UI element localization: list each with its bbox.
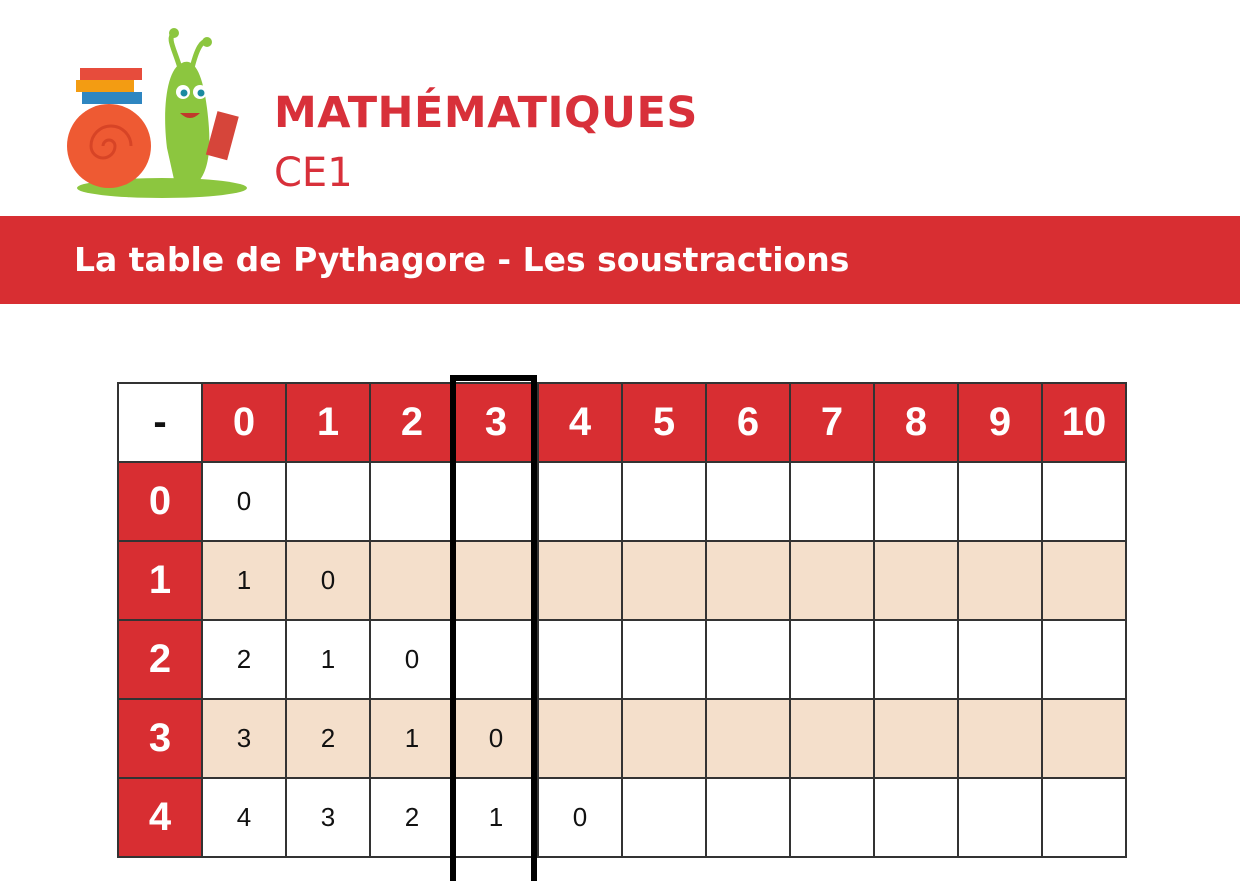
answer-cell[interactable] bbox=[789, 698, 875, 779]
answer-cell[interactable] bbox=[957, 698, 1043, 779]
answer-cell[interactable] bbox=[957, 619, 1043, 700]
answer-cell[interactable] bbox=[873, 619, 959, 700]
snail-with-books-logo bbox=[67, 28, 247, 198]
answer-cell[interactable]: 2 bbox=[201, 619, 287, 700]
subject-title: MATHÉMATIQUES bbox=[274, 88, 698, 138]
answer-cell[interactable] bbox=[621, 777, 707, 858]
answer-cell[interactable]: 1 bbox=[285, 619, 371, 700]
answer-cell[interactable] bbox=[621, 540, 707, 621]
answer-cell[interactable] bbox=[1041, 619, 1127, 700]
answer-cell[interactable] bbox=[957, 540, 1043, 621]
answer-cell[interactable] bbox=[873, 461, 959, 542]
answer-cell[interactable] bbox=[705, 540, 791, 621]
column-header: 7 bbox=[789, 382, 875, 463]
answer-cell[interactable] bbox=[957, 461, 1043, 542]
row-header: 1 bbox=[117, 540, 203, 621]
column-header: 0 bbox=[201, 382, 287, 463]
answer-cell[interactable]: 0 bbox=[453, 698, 539, 779]
answer-cell[interactable]: 1 bbox=[201, 540, 287, 621]
answer-cell[interactable]: 4 bbox=[201, 777, 287, 858]
answer-cell[interactable]: 0 bbox=[369, 619, 455, 700]
answer-cell[interactable] bbox=[537, 619, 623, 700]
column-header: 2 bbox=[369, 382, 455, 463]
answer-cell[interactable]: 1 bbox=[453, 777, 539, 858]
grade-level: CE1 bbox=[274, 150, 353, 196]
row-header: 3 bbox=[117, 698, 203, 779]
answer-cell[interactable]: 0 bbox=[285, 540, 371, 621]
row-header: 4 bbox=[117, 777, 203, 858]
answer-cell[interactable]: 0 bbox=[537, 777, 623, 858]
answer-cell[interactable] bbox=[705, 461, 791, 542]
answer-cell[interactable] bbox=[1041, 698, 1127, 779]
column-header: 6 bbox=[705, 382, 791, 463]
answer-cell[interactable] bbox=[789, 540, 875, 621]
column-header: 9 bbox=[957, 382, 1043, 463]
worksheet-title: La table de Pythagore - Les soustraction… bbox=[74, 240, 850, 279]
answer-cell[interactable] bbox=[873, 698, 959, 779]
answer-cell[interactable] bbox=[789, 619, 875, 700]
column-header: 10 bbox=[1041, 382, 1127, 463]
answer-cell[interactable]: 3 bbox=[201, 698, 287, 779]
answer-cell[interactable]: 2 bbox=[285, 698, 371, 779]
answer-cell[interactable] bbox=[537, 698, 623, 779]
answer-cell[interactable] bbox=[705, 777, 791, 858]
answer-cell[interactable]: 0 bbox=[201, 461, 287, 542]
answer-cell[interactable] bbox=[621, 698, 707, 779]
worksheet-banner: La table de Pythagore - Les soustraction… bbox=[0, 216, 1240, 304]
answer-cell[interactable] bbox=[957, 777, 1043, 858]
column-header: 5 bbox=[621, 382, 707, 463]
answer-cell[interactable] bbox=[621, 619, 707, 700]
answer-cell[interactable] bbox=[621, 461, 707, 542]
answer-cell[interactable] bbox=[705, 619, 791, 700]
answer-cell[interactable] bbox=[453, 461, 539, 542]
answer-cell[interactable] bbox=[873, 540, 959, 621]
answer-cell[interactable]: 2 bbox=[369, 777, 455, 858]
answer-cell[interactable] bbox=[453, 540, 539, 621]
row-header: 0 bbox=[117, 461, 203, 542]
answer-cell[interactable]: 3 bbox=[285, 777, 371, 858]
column-header: 8 bbox=[873, 382, 959, 463]
answer-cell[interactable] bbox=[873, 777, 959, 858]
column-header: 4 bbox=[537, 382, 623, 463]
answer-cell[interactable] bbox=[453, 619, 539, 700]
row-header: 2 bbox=[117, 619, 203, 700]
answer-cell[interactable] bbox=[537, 540, 623, 621]
answer-cell[interactable] bbox=[285, 461, 371, 542]
answer-cell[interactable] bbox=[1041, 540, 1127, 621]
column-header: 3 bbox=[453, 382, 539, 463]
answer-cell[interactable] bbox=[369, 461, 455, 542]
answer-cell[interactable] bbox=[789, 777, 875, 858]
operator-cell: - bbox=[117, 382, 203, 463]
column-header: 1 bbox=[285, 382, 371, 463]
answer-cell[interactable] bbox=[789, 461, 875, 542]
answer-cell[interactable]: 1 bbox=[369, 698, 455, 779]
answer-cell[interactable] bbox=[1041, 777, 1127, 858]
answer-cell[interactable] bbox=[537, 461, 623, 542]
answer-cell[interactable] bbox=[705, 698, 791, 779]
answer-cell[interactable] bbox=[1041, 461, 1127, 542]
answer-cell[interactable] bbox=[369, 540, 455, 621]
